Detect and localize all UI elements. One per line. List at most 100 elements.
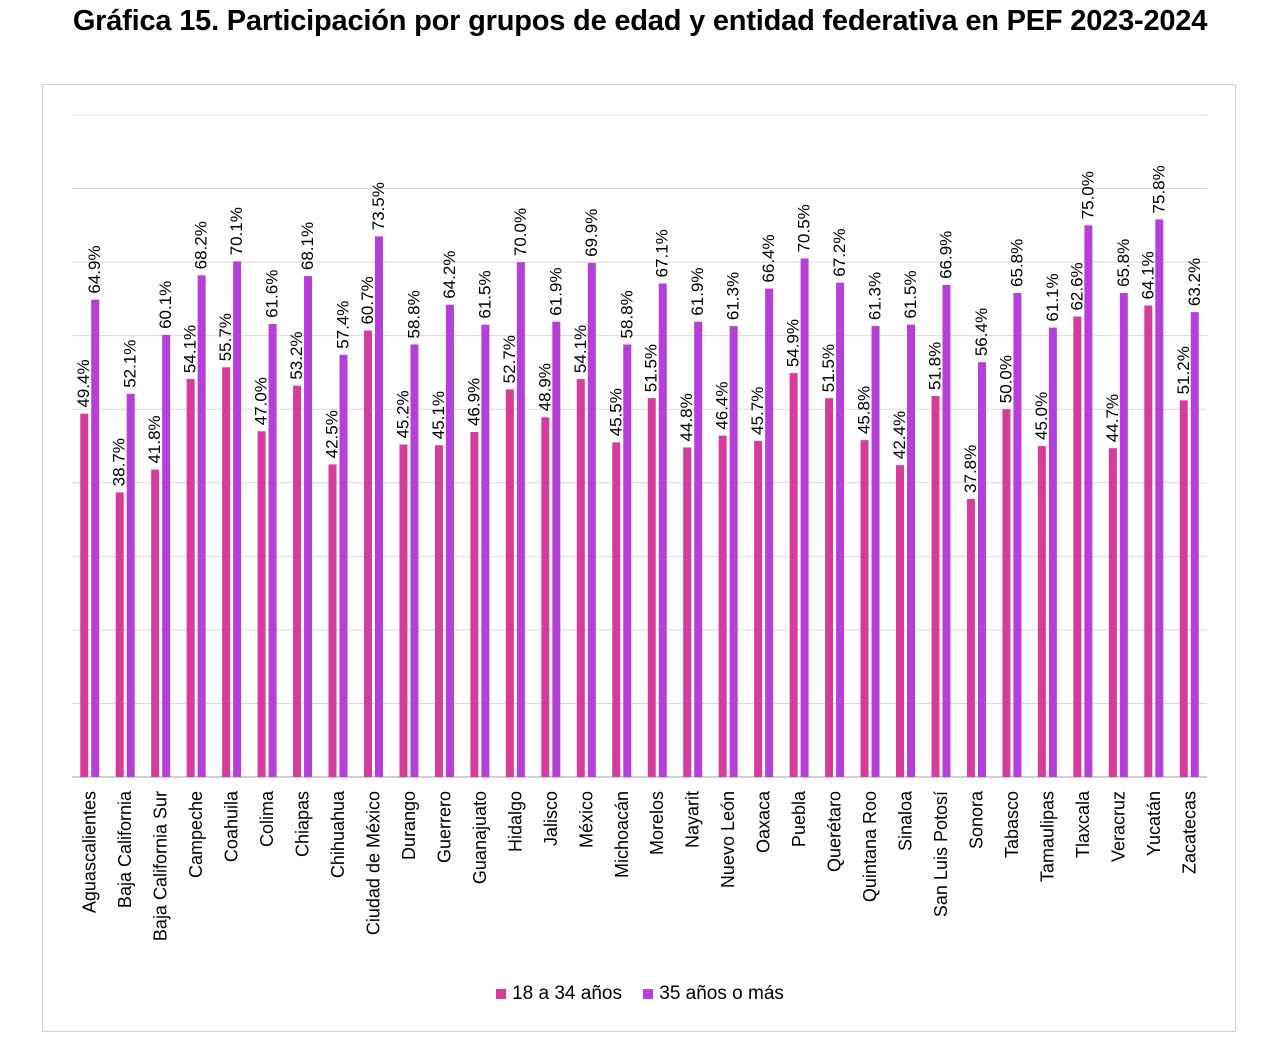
bar-35-plus: [1190, 312, 1199, 777]
bar-value-label: 62.6%: [1067, 262, 1086, 310]
bar-value-label: 66.9%: [936, 231, 955, 279]
legend: 18 a 34 años 35 años o más: [0, 983, 1280, 1005]
bar-value-label: 45.0%: [1032, 392, 1051, 440]
bar-35-plus: [481, 324, 490, 777]
bar-value-label: 45.1%: [429, 391, 448, 439]
bar-value-label: 44.8%: [677, 393, 696, 441]
category-label: Tabasco: [1002, 791, 1022, 858]
bar-35-plus: [1048, 327, 1057, 777]
bar-18-34: [576, 379, 585, 777]
bar-value-label: 61.5%: [901, 270, 920, 318]
bar-18-34: [399, 444, 408, 777]
category-label: Coahuila: [222, 790, 242, 862]
bar-18-34: [434, 445, 443, 777]
category-label: Puebla: [789, 790, 809, 847]
category-label: Veracruz: [1108, 791, 1128, 862]
legend-label-35-plus: 35 años o más: [659, 983, 784, 1004]
category-label: Sonora: [966, 790, 986, 849]
bar-value-label: 56.4%: [972, 308, 991, 356]
bar-value-label: 55.7%: [216, 313, 235, 361]
category-label: Quintana Roo: [860, 791, 880, 902]
bar-18-34: [80, 413, 89, 777]
category-label: Nuevo León: [718, 791, 738, 888]
bar-35-plus: [1155, 219, 1164, 778]
bar-value-label: 51.8%: [925, 342, 944, 390]
bar-18-34: [789, 373, 798, 777]
bar-18-34: [966, 498, 975, 777]
bar-value-label: 41.8%: [145, 415, 164, 463]
bar-chart: 49.4% 64.9% Aguascalientes 38.7% 52.1% Baja C…: [72, 114, 1207, 941]
bar-18-34: [363, 330, 372, 777]
bar-value-label: 60.1%: [156, 281, 175, 329]
bar-value-label: 65.8%: [1114, 239, 1133, 287]
bar-value-label: 68.2%: [192, 221, 211, 269]
bar-18-34: [860, 440, 869, 777]
bar-18-34: [470, 432, 479, 777]
category-label: Nayarit: [683, 791, 703, 848]
bar-value-label: 48.9%: [535, 363, 554, 411]
category-label: Aguascalientes: [80, 791, 100, 913]
bar-value-label: 57.4%: [334, 301, 353, 349]
bar-35-plus: [162, 334, 171, 777]
category-label: Durango: [399, 791, 419, 860]
bar-value-label: 58.8%: [617, 290, 636, 338]
bar-value-label: 69.9%: [582, 209, 601, 257]
bar-value-label: 45.8%: [855, 386, 874, 434]
category-label: Sinaloa: [896, 790, 916, 851]
bar-18-34: [1179, 400, 1188, 777]
bar-value-label: 50.0%: [996, 355, 1015, 403]
bar-value-label: 73.5%: [369, 182, 388, 230]
bar-35-plus: [977, 362, 986, 777]
bar-value-label: 67.2%: [830, 229, 849, 277]
bar-value-label: 38.7%: [110, 438, 129, 486]
bar-value-label: 61.6%: [263, 270, 282, 318]
category-label: México: [576, 791, 596, 848]
bar-18-34: [186, 379, 195, 777]
legend-item-35-plus: 35 años o más: [643, 983, 784, 1005]
bar-18-34: [257, 431, 266, 777]
legend-swatch-35-plus: [643, 989, 654, 999]
bar-18-34: [1002, 409, 1011, 777]
bar-value-label: 65.8%: [1007, 239, 1026, 287]
bar-value-label: 70.5%: [795, 204, 814, 252]
bar-35-plus: [729, 326, 738, 777]
bar-value-label: 51.5%: [819, 344, 838, 392]
bar-value-label: 52.1%: [121, 340, 140, 388]
category-label: Hidalgo: [505, 791, 525, 852]
bar-35-plus: [91, 299, 100, 777]
bar-35-plus: [1084, 225, 1093, 778]
bar-value-label: 61.9%: [688, 267, 707, 315]
bar-35-plus: [907, 324, 916, 777]
bar-value-label: 44.7%: [1103, 394, 1122, 442]
bar-value-label: 51.5%: [642, 344, 661, 392]
bar-value-label: 70.0%: [511, 208, 530, 256]
bar-18-34: [505, 389, 514, 777]
bar-35-plus: [268, 323, 277, 777]
bar-35-plus: [197, 275, 206, 777]
bar-18-34: [151, 469, 160, 777]
bar-35-plus: [658, 283, 667, 777]
bar-value-label: 42.5%: [323, 410, 342, 458]
bar-35-plus: [836, 282, 845, 777]
chart-frame: 49.4% 64.9% Aguascalientes 38.7% 52.1% Baja C…: [42, 84, 1236, 1032]
bar-35-plus: [516, 262, 525, 778]
bar-35-plus: [800, 258, 809, 777]
category-label: Ciudad de México: [363, 791, 383, 935]
bar-18-34: [896, 465, 905, 777]
bar-18-34: [683, 447, 692, 777]
bar-value-label: 54.1%: [571, 325, 590, 373]
bar-value-label: 53.2%: [287, 331, 306, 379]
bar-value-label: 68.1%: [298, 222, 317, 270]
bar-18-34: [718, 435, 727, 777]
bar-35-plus: [694, 321, 703, 777]
bar-35-plus: [765, 288, 774, 777]
bar-18-34: [931, 395, 940, 777]
category-label: San Luis Potosí: [931, 791, 951, 917]
legend-item-18-34: 18 a 34 años: [496, 983, 622, 1005]
category-label: Zacatecas: [1179, 791, 1199, 874]
bar-value-label: 46.9%: [464, 378, 483, 426]
bar-value-label: 58.8%: [404, 290, 423, 338]
bar-value-label: 54.1%: [181, 325, 200, 373]
bar-value-label: 49.4%: [74, 359, 93, 407]
category-label: Oaxaca: [754, 790, 774, 853]
